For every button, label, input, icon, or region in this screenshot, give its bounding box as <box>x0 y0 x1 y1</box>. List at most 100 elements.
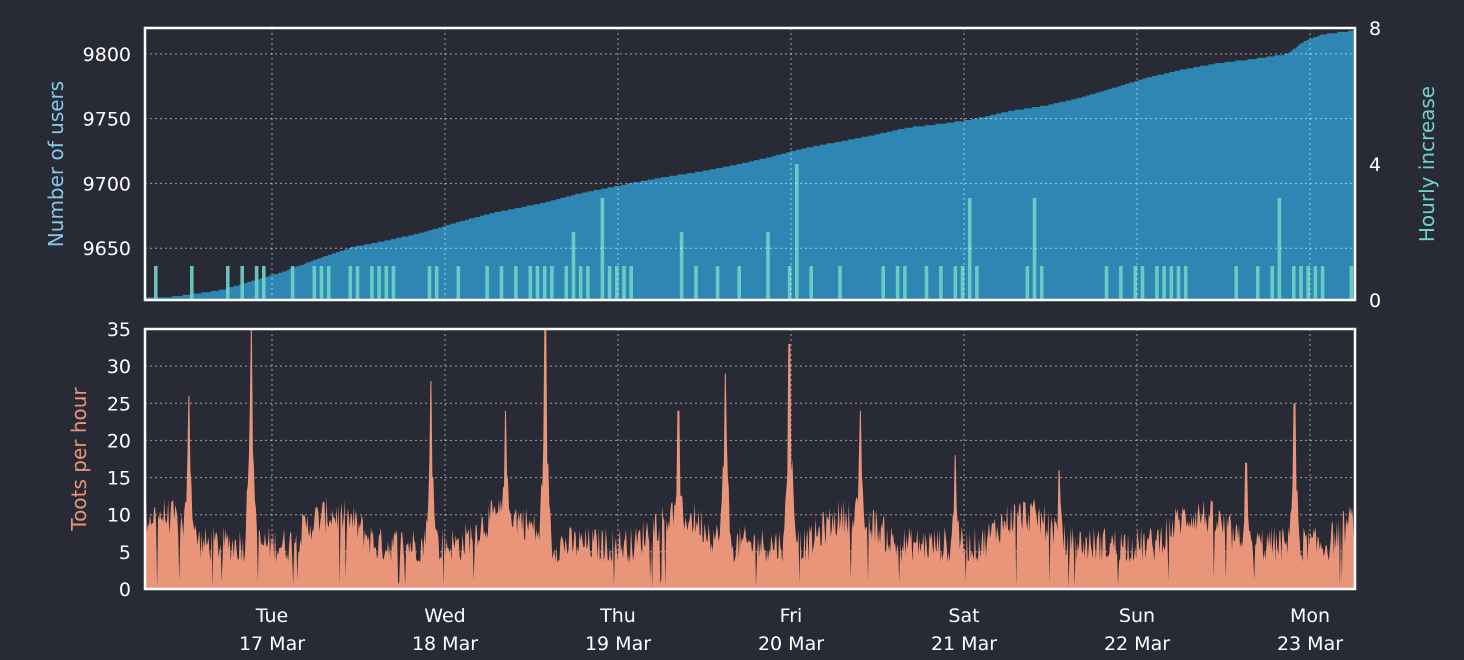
hourly-bar <box>355 266 360 300</box>
toots-tick-label: 0 <box>119 579 131 601</box>
x-tick-day-label: Fri <box>780 605 803 627</box>
x-tick-date-label: 19 Mar <box>585 633 651 655</box>
hourly-bar <box>226 266 230 300</box>
hourly-tick-label: 0 <box>1369 290 1381 312</box>
toots-tick-label: 5 <box>119 542 131 564</box>
hourly-bar <box>427 266 432 300</box>
hourly-bar <box>975 266 979 300</box>
hourly-bar <box>1306 266 1310 300</box>
users-axis-label: Number of users <box>44 81 68 247</box>
hourly-bar <box>694 266 698 300</box>
hourly-bar <box>1162 266 1166 300</box>
hourly-bar <box>499 266 504 300</box>
hourly-bar <box>391 266 396 300</box>
hourly-bar <box>838 266 842 300</box>
hourly-bar <box>434 266 439 300</box>
hourly-bar <box>737 266 741 300</box>
x-tick-day-label: Tue <box>255 605 288 627</box>
hourly-bar <box>528 266 533 300</box>
toots-axis-label: Toots per hour <box>67 387 91 532</box>
hourly-bar <box>924 266 929 300</box>
hourly-bar <box>578 266 583 300</box>
hourly-bar <box>485 266 489 300</box>
hourly-bar <box>953 266 958 300</box>
hourly-bar <box>1032 198 1037 300</box>
hourly-tick-label: 8 <box>1369 18 1381 40</box>
x-tick-day-label: Mon <box>1290 605 1330 627</box>
hourly-bar <box>1133 266 1138 300</box>
hourly-bar <box>535 266 540 300</box>
hourly-axis-label: Hourly increase <box>1415 86 1439 242</box>
x-tick-date-label: 18 Mar <box>412 633 478 655</box>
hourly-bar <box>600 198 605 300</box>
hourly-bar <box>262 266 266 300</box>
users-tick-label: 9700 <box>83 173 131 195</box>
hourly-bar <box>1119 266 1123 300</box>
hourly-bar <box>190 266 194 300</box>
hourly-bar <box>715 266 720 300</box>
hourly-bar <box>795 164 799 300</box>
hourly-bar <box>290 266 295 300</box>
toots-tick-label: 20 <box>107 430 131 452</box>
x-tick-day-label: Sat <box>948 605 979 627</box>
x-tick-date-label: 17 Mar <box>239 633 305 655</box>
toots-tick-label: 15 <box>107 468 131 490</box>
hourly-bar <box>622 266 626 300</box>
hourly-bar <box>766 232 770 300</box>
hourly-bar <box>615 266 619 300</box>
hourly-bar <box>254 266 259 300</box>
hourly-bar <box>154 266 158 300</box>
hourly-bar <box>1299 266 1303 300</box>
hourly-tick-label: 4 <box>1369 154 1381 176</box>
hourly-increase-bars <box>154 164 1354 300</box>
toots-frame <box>143 327 1357 591</box>
hourly-bar <box>1140 266 1145 300</box>
hourly-bar <box>1169 266 1174 300</box>
hourly-bar <box>1025 266 1030 300</box>
hourly-bar <box>571 232 576 300</box>
hourly-bar <box>939 266 943 300</box>
hourly-bar <box>881 266 885 300</box>
hourly-bar <box>1234 266 1238 300</box>
toots-tick-label: 35 <box>107 319 131 341</box>
hourly-bar <box>240 266 244 300</box>
hourly-bar <box>1349 266 1354 300</box>
hourly-bar <box>895 266 900 300</box>
hourly-bar <box>1155 266 1159 300</box>
hourly-bar <box>370 266 374 300</box>
users-area <box>145 30 1355 300</box>
hourly-bar <box>1277 198 1282 300</box>
hourly-bar <box>377 266 381 300</box>
x-tick-date-label: 21 Mar <box>931 633 997 655</box>
toots-area <box>145 329 1355 589</box>
toots-tick-label: 10 <box>107 505 131 527</box>
hourly-bar <box>514 266 518 300</box>
hourly-bar <box>1104 266 1109 300</box>
x-tick-day-label: Thu <box>599 605 636 627</box>
users-tick-label: 9800 <box>83 44 131 66</box>
hourly-bar <box>1256 266 1260 300</box>
hourly-bar <box>1183 266 1188 300</box>
hourly-bar <box>809 266 813 300</box>
hourly-bar <box>312 266 317 300</box>
x-tick-day-label: Wed <box>424 605 465 627</box>
users-tick-label: 9750 <box>83 109 131 131</box>
hourly-bar <box>542 266 547 300</box>
x-tick-date-label: 20 Mar <box>758 633 824 655</box>
hourly-bar <box>564 266 569 300</box>
hourly-bar <box>1176 266 1181 300</box>
users-tick-label: 9650 <box>83 238 131 260</box>
x-tick-day-label: Sun <box>1119 605 1155 627</box>
users-frame <box>143 26 1357 302</box>
users-panel: 9650 9700 9750 9800 0 4 8 <box>83 18 1381 312</box>
hourly-bar <box>629 266 633 300</box>
toots-tick-label: 25 <box>107 393 131 415</box>
hourly-bar <box>384 266 389 300</box>
hourly-bar <box>550 266 554 300</box>
hourly-bar <box>960 266 965 300</box>
hourly-bar <box>607 266 612 300</box>
hourly-bar <box>1270 266 1274 300</box>
x-tick-date-label: 22 Mar <box>1104 633 1170 655</box>
